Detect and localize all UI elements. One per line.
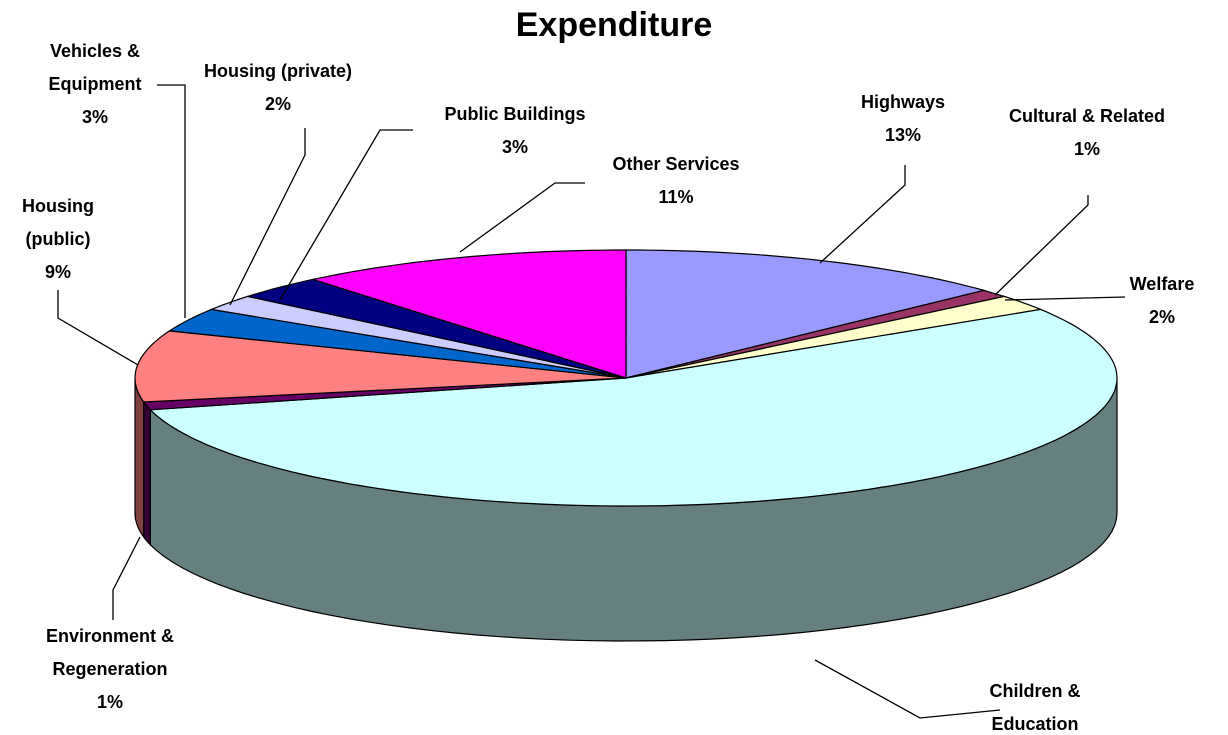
slice-label: Highways 13% [803, 86, 1003, 152]
slice [245, 278, 627, 379]
value-label: 9% [44, 262, 71, 282]
chart-title: Expenditure [515, 6, 713, 44]
slice-label: Cultural & Related 1% [967, 100, 1207, 166]
leader-line [279, 129, 413, 301]
category-name: Children & Education [989, 681, 1081, 734]
category-name: Welfare [1129, 274, 1195, 294]
leader-line [112, 536, 141, 620]
category-name: Vehicles & Equipment [48, 41, 142, 94]
slice-label: Vehicles & Equipment 3% [35, 35, 155, 134]
slice [149, 308, 1118, 507]
slice-side [134, 378, 145, 539]
value-label: 1% [1073, 139, 1100, 159]
category-name: Other Services [612, 154, 740, 174]
leader-line [229, 128, 306, 306]
leader-line [814, 659, 1001, 719]
leader-line [1004, 296, 1126, 301]
slice [209, 295, 627, 379]
category-name: Environment & Regeneration [45, 626, 174, 679]
value-label: 11% [658, 187, 694, 207]
value-label: 13% [884, 125, 922, 145]
slice [625, 295, 1043, 379]
leader-line [819, 165, 906, 264]
slice [134, 330, 627, 403]
slice-label: Welfare 2% [1102, 268, 1222, 334]
category-name: Housing (private) [203, 61, 352, 81]
value-label: 2% [1148, 307, 1175, 327]
slice-label: Other Services 11% [576, 148, 776, 214]
leader-line [459, 182, 585, 253]
category-name: Highways [860, 92, 946, 112]
leader-line [994, 195, 1089, 296]
slice-side [143, 400, 151, 547]
value-label: 1% [96, 692, 123, 712]
slice-label: Children & Education [960, 675, 1110, 735]
category-name: Public Buildings [444, 104, 586, 124]
value-label: 3% [81, 107, 108, 127]
leader-lines [57, 84, 1126, 719]
slice [167, 308, 627, 379]
slice-label: Public Buildings 3% [405, 98, 625, 164]
slice-label: Housing (public) 9% [8, 190, 108, 289]
value-label: 3% [501, 137, 528, 157]
slice [625, 249, 987, 379]
category-name: Housing (public) [22, 196, 94, 249]
value-label: 2% [264, 94, 291, 114]
leader-line [57, 290, 139, 366]
slice-label: Environment & Regeneration 1% [23, 620, 198, 719]
slice [310, 249, 627, 379]
slice-label: Housing (private) 2% [178, 55, 378, 121]
leader-line [157, 84, 186, 318]
category-name: Cultural & Related [1008, 106, 1166, 126]
slices [134, 249, 1118, 642]
